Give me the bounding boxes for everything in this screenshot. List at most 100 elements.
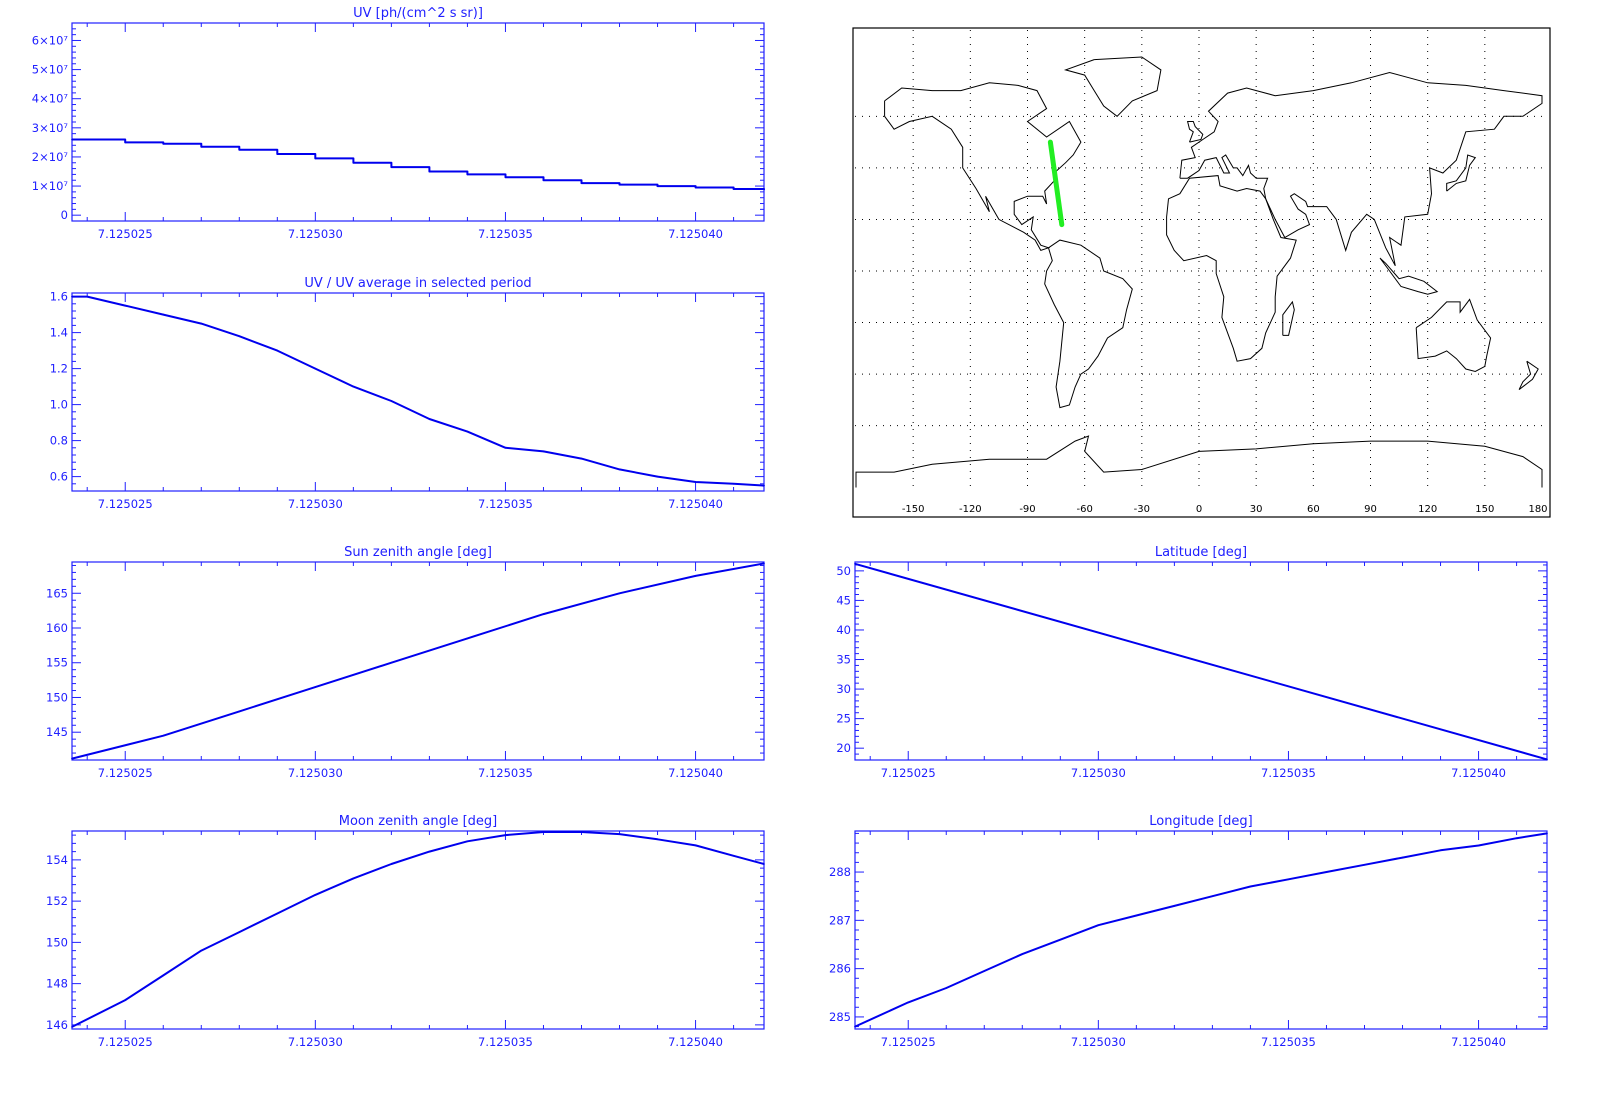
x-tick-label: 7.125025	[98, 766, 153, 780]
data-point	[314, 157, 317, 160]
data-point	[466, 637, 469, 640]
data-point	[580, 457, 583, 460]
y-tick-label: 45	[836, 593, 851, 607]
x-tick-label: 7.125030	[1071, 766, 1126, 780]
data-point	[276, 349, 279, 352]
y-tick-label: 288	[829, 865, 851, 879]
chart-uv-ratio: UV / UV average in selected period 7.1250…	[50, 276, 765, 511]
x-tick-label: 7.125030	[288, 227, 343, 241]
plot-frame	[854, 830, 1548, 1030]
data-point	[352, 877, 355, 880]
chart-uv: UV [ph/(cm^2 s sr)] 7.125025 7.125030 7.125…	[32, 6, 765, 241]
data-point	[162, 313, 165, 316]
chart-title: Latitude [deg]	[1155, 545, 1247, 560]
coastline-indonesia	[1379, 257, 1439, 295]
data-point	[504, 176, 507, 179]
data-point	[124, 141, 126, 144]
map-lon-label: 120	[1418, 504, 1437, 515]
x-tick-label: 7.125040	[1451, 766, 1506, 780]
y-tick-label: 1.0	[50, 398, 68, 412]
map-lon-label: -60	[1076, 504, 1092, 515]
map-lon-label: 150	[1475, 504, 1494, 515]
data-point	[1211, 895, 1214, 897]
x-tick-label: 7.125040	[668, 1035, 723, 1049]
chart-longitude: Longitude [deg] 7.125025 7.125030 7.125035 7…	[829, 814, 1548, 1049]
x-tick-label: 7.125030	[288, 497, 343, 511]
y-tick-label: 3×10⁷	[32, 121, 69, 135]
data-point	[694, 481, 697, 483]
data-point	[618, 592, 621, 595]
data-point	[854, 1025, 856, 1028]
data-point	[1363, 864, 1366, 866]
data-point	[466, 840, 469, 843]
data-point	[200, 949, 203, 952]
chart-latitude: Latitude [deg] 7.125025 7.125030 7.125035 7.…	[836, 545, 1548, 780]
data-point	[580, 182, 583, 184]
chart-title: Moon zenith angle [deg]	[339, 814, 497, 829]
data-point	[854, 563, 856, 565]
data-point	[1173, 905, 1176, 907]
series-line	[72, 295, 765, 487]
chart-title: Sun zenith angle [deg]	[344, 545, 492, 560]
y-tick-label: 20	[836, 741, 851, 755]
data-point	[238, 148, 241, 151]
coastline-north-america	[884, 82, 1082, 252]
data-point	[1515, 837, 1518, 839]
y-tick-label: 160	[46, 621, 68, 635]
y-tick-label: 150	[46, 690, 68, 704]
data-point	[504, 447, 507, 449]
data-point	[1325, 871, 1328, 873]
data-point	[618, 468, 621, 471]
coastline-japan	[1446, 154, 1477, 192]
x-tick-label: 7.125030	[288, 1035, 343, 1049]
x-tick-label: 7.125035	[478, 227, 533, 241]
data-point	[1546, 832, 1548, 835]
map-lon-label: -120	[959, 504, 982, 515]
x-tick-label: 7.125040	[668, 227, 723, 241]
map-graticule	[855, 30, 1548, 492]
data-point	[352, 162, 355, 164]
x-tick-label: 7.125040	[668, 766, 723, 780]
series-line	[72, 138, 765, 190]
x-tick-label: 7.125035	[1261, 1035, 1316, 1049]
y-tick-label: 1.4	[50, 326, 68, 340]
plot-frame	[71, 22, 765, 222]
data-point	[1097, 924, 1100, 926]
data-point	[314, 686, 317, 688]
y-tick-label: 0.8	[50, 434, 68, 448]
data-point	[390, 661, 393, 664]
data-point	[466, 173, 469, 176]
plot-frame	[71, 292, 765, 492]
data-point	[352, 385, 355, 388]
x-tick-label: 7.125025	[881, 1035, 936, 1049]
data-point	[763, 188, 765, 191]
data-point	[238, 931, 241, 933]
y-tick-label: 148	[46, 977, 68, 991]
y-tick-label: 155	[46, 656, 68, 670]
data-point	[314, 894, 317, 896]
map-lon-label: 90	[1364, 504, 1377, 515]
map-lon-label: -150	[902, 504, 925, 515]
data-point	[732, 855, 735, 857]
map-lon-label: 60	[1307, 504, 1320, 515]
x-tick-label: 7.125025	[98, 497, 153, 511]
y-tick-label: 0.6	[50, 470, 68, 484]
plot-frame	[854, 561, 1548, 761]
data-point	[1401, 856, 1404, 859]
data-point	[504, 834, 507, 836]
data-point	[71, 295, 73, 298]
x-tick-label: 7.125035	[478, 1035, 533, 1049]
data-point	[542, 450, 545, 453]
map-lon-label: -30	[1134, 504, 1150, 515]
series-line	[71, 831, 765, 1028]
y-tick-label: 1×10⁷	[32, 179, 69, 193]
data-point	[200, 322, 203, 325]
data-point	[276, 912, 279, 915]
data-point	[162, 143, 165, 145]
y-tick-label: 30	[836, 682, 851, 696]
data-point	[945, 987, 948, 989]
data-point	[983, 970, 986, 972]
y-tick-label: 165	[46, 586, 68, 600]
coastline-new-zealand	[1518, 360, 1539, 390]
series-line	[71, 562, 765, 760]
